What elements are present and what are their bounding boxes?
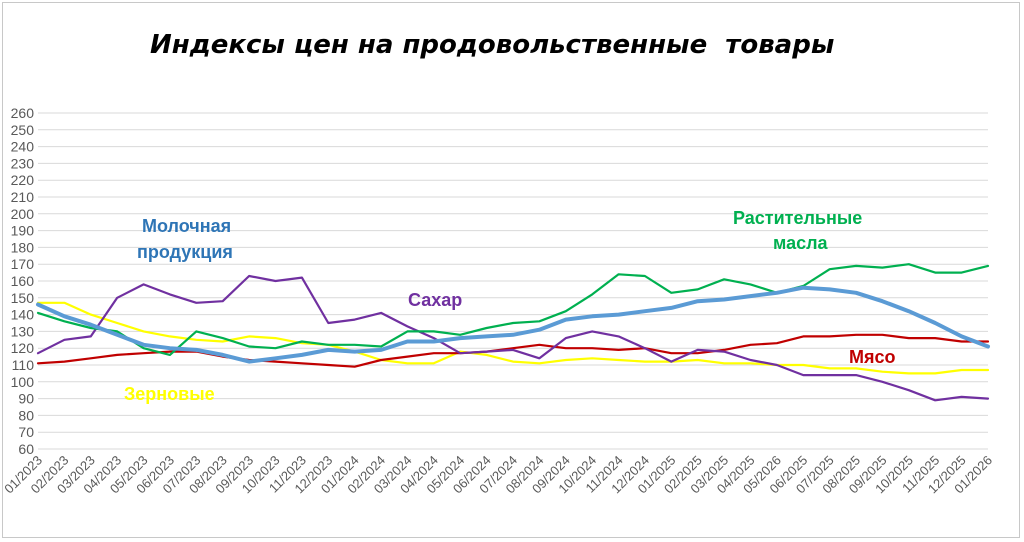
y-tick-label: 260 <box>11 105 35 121</box>
label-dairy-2: продукция <box>137 242 233 262</box>
label-sugar: Сахар <box>408 290 462 310</box>
y-tick-label: 180 <box>11 239 35 255</box>
x-axis-ticks: 01/202302/202303/202304/202305/202306/20… <box>1 453 995 497</box>
y-tick-label: 150 <box>11 290 35 306</box>
y-tick-label: 140 <box>11 307 35 323</box>
y-tick-label: 190 <box>11 223 35 239</box>
y-tick-label: 60 <box>18 441 34 457</box>
y-tick-label: 90 <box>18 391 34 407</box>
y-tick-label: 240 <box>11 139 35 155</box>
y-tick-label: 120 <box>11 340 35 356</box>
y-tick-label: 160 <box>11 273 35 289</box>
y-tick-label: 250 <box>11 122 35 138</box>
series-line-0 <box>36 285 990 364</box>
label-oils-1: Растительные <box>733 208 862 228</box>
y-tick-label: 110 <box>12 357 35 373</box>
series-lines <box>36 263 990 402</box>
y-tick-label: 70 <box>18 424 34 440</box>
y-tick-label: 210 <box>11 189 35 205</box>
series-line-1 <box>36 263 990 356</box>
grid-lines <box>38 112 988 450</box>
y-tick-label: 130 <box>11 323 35 339</box>
y-tick-label: 170 <box>11 256 35 272</box>
series-labels: Молочная продукция Растительные масла Са… <box>124 208 896 404</box>
chart-title: Индексы цен на продовольственные товары <box>150 30 835 60</box>
label-dairy-1: Молочная <box>142 216 231 236</box>
label-oils-2: масла <box>773 233 829 253</box>
y-tick-label: 80 <box>18 407 34 423</box>
y-axis-ticks: 6070809010011012013014015016017018019020… <box>11 105 35 457</box>
y-tick-label: 230 <box>11 155 35 171</box>
y-tick-label: 200 <box>11 206 35 222</box>
label-grain: Зерновые <box>124 384 215 404</box>
series-line-4 <box>36 301 990 375</box>
label-meat: Мясо <box>849 347 896 367</box>
series-line-2 <box>36 274 990 402</box>
y-tick-label: 100 <box>11 374 35 390</box>
y-tick-label: 220 <box>11 172 35 188</box>
